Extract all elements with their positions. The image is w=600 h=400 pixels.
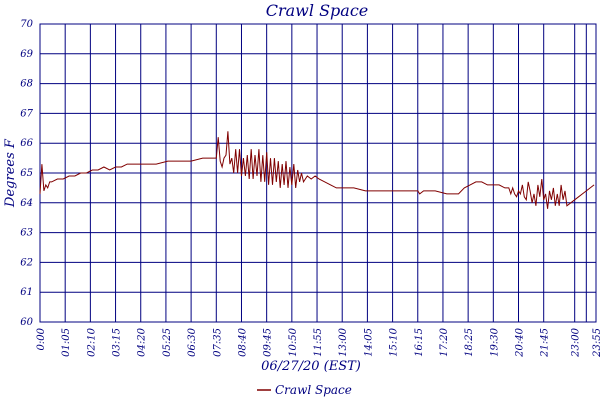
y-tick-labels: 60 61 62 63 64 65 66 67 68 69 70 (20, 19, 33, 328)
x-tick-label: 18:25 (464, 328, 475, 357)
x-tick-label: 0:00 (36, 327, 47, 350)
x-tick-label: 06:30 (187, 327, 198, 356)
plot-area-border (39, 23, 597, 323)
x-tick-label: 11:55 (313, 328, 324, 357)
x-tick-label: 19:30 (489, 327, 500, 356)
x-tick-label: 07:35 (212, 328, 223, 357)
x-tick-label: 16:15 (414, 328, 425, 357)
y-tick-label: 66 (20, 138, 33, 149)
x-tick-label: 15:10 (389, 327, 400, 356)
y-tick-label: 62 (20, 257, 33, 268)
x-tick-label: 05:25 (162, 328, 173, 357)
y-axis-title: Degrees F (3, 138, 18, 208)
x-tick-label: 08:40 (237, 327, 248, 356)
y-tick-label: 70 (20, 19, 33, 30)
x-tick-labels: 0:00 01:05 02:10 03:15 04:20 05:25 06:30 07:35 0… (36, 327, 600, 357)
x-tick-label: 14:05 (363, 328, 374, 357)
x-tick-label: 04:20 (137, 327, 148, 356)
y-tick-label: 60 (20, 317, 33, 328)
x-tick-label: 01:05 (61, 328, 72, 357)
grid (39, 23, 597, 323)
chart-title: Crawl Space (266, 1, 369, 20)
x-tick-label: 20:40 (515, 327, 526, 357)
x-tick-label: 03:15 (112, 328, 123, 357)
y-tick-label: 64 (20, 198, 33, 209)
y-tick-label: 67 (20, 108, 33, 119)
x-tick-label: 23:00 (571, 327, 582, 357)
y-tick-label: 65 (20, 168, 33, 179)
x-axis-title: 06/27/20 (EST) (261, 359, 361, 374)
x-tick-label: 13:00 (338, 327, 349, 356)
y-tick-label: 69 (20, 49, 33, 60)
y-tick-label: 61 (20, 287, 33, 298)
y-tick-label: 63 (20, 228, 33, 239)
x-tick-label: 02:10 (86, 327, 97, 356)
x-tick-label: 09:45 (263, 328, 274, 357)
legend-label: Crawl Space (275, 383, 352, 397)
x-tick-label: 17:20 (439, 327, 450, 356)
series-line-0 (39, 131, 595, 209)
x-tick-label: 10:50 (288, 327, 299, 356)
legend: Crawl Space (257, 383, 352, 397)
series-layer (39, 131, 595, 209)
x-tick-label: 23:55 (592, 328, 600, 358)
y-tick-label: 68 (20, 79, 33, 90)
x-tick-label: 21:45 (540, 328, 551, 358)
